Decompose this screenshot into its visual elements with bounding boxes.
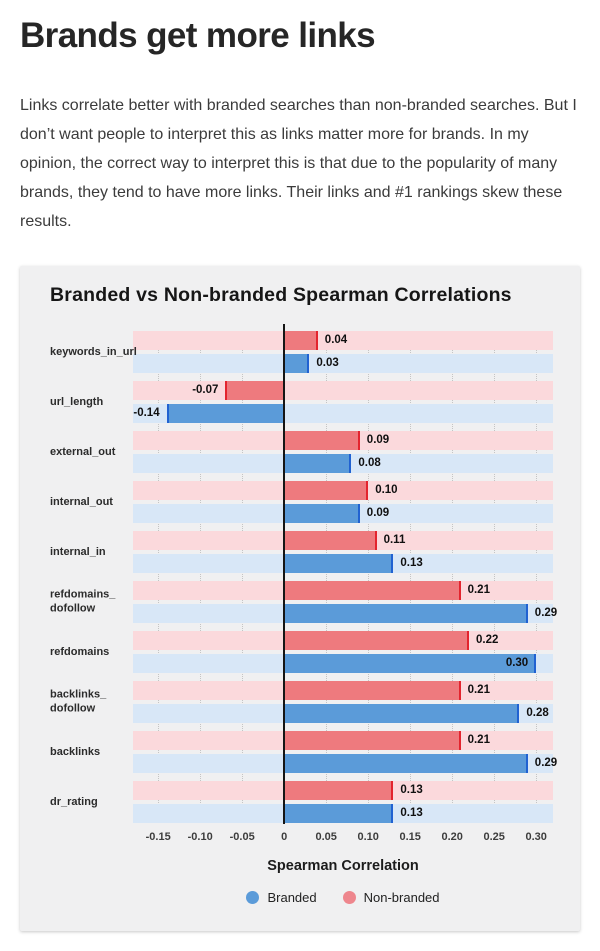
bar-branded: [284, 554, 394, 573]
bar-non-branded: [284, 581, 461, 600]
value-label: 0.30: [505, 657, 529, 669]
article: Brands get more links Links correlate be…: [0, 16, 600, 951]
value-label: 0.13: [400, 807, 423, 819]
gridline: [199, 331, 201, 823]
x-axis-ticks: -0.15 -0.10 -0.05 0 0.05 0.10 0.15 0.20 0.25 0.30: [133, 831, 553, 853]
category-label: keywords_in_url: [50, 345, 137, 358]
bar-branded: [284, 654, 537, 673]
bar-branded: [284, 704, 520, 723]
value-label: 0.13: [400, 784, 423, 796]
x-axis-title: Spearman Correlation: [267, 858, 419, 874]
gridline: [241, 331, 243, 823]
bar-branded: [284, 604, 528, 623]
gridline: [157, 331, 159, 823]
legend-marker-branded: [246, 891, 260, 904]
band-non-branded: [133, 331, 553, 350]
value-label: 0.11: [383, 534, 406, 546]
legend-marker-non-branded: [342, 891, 356, 904]
category-label: backlinks: [50, 745, 101, 758]
value-label: 0.04: [324, 334, 348, 346]
bar-non-branded: [284, 431, 360, 450]
x-tick-label: 0.20: [441, 831, 463, 843]
bar-non-branded: [284, 531, 377, 550]
category-label: internal_out: [50, 495, 113, 508]
bar-branded: [284, 454, 352, 473]
value-label: -0.14: [133, 407, 160, 419]
legend-label: Branded: [267, 890, 317, 905]
bar-non-branded: [284, 631, 469, 650]
bar-chart: 0.04 0.03 keywords_in_url -0.07 -0.14 url_len…: [50, 324, 557, 905]
plot-area: 0.04 0.03 keywords_in_url -0.07 -0.14 url_len…: [50, 324, 557, 824]
gridline: [451, 331, 453, 823]
value-label: 0.21: [467, 684, 490, 696]
value-label: -0.07: [192, 384, 219, 396]
x-tick-label: 0: [281, 831, 288, 843]
bar-branded: [284, 504, 360, 523]
value-label: 0.22: [476, 634, 499, 646]
gridline: [535, 331, 537, 823]
category-label: external_out: [50, 445, 116, 458]
value-label: 0.21: [467, 584, 490, 596]
value-label: 0.10: [375, 484, 398, 496]
value-label: 0.09: [366, 507, 390, 519]
value-label: 0.29: [534, 757, 558, 769]
value-label: 0.21: [467, 734, 490, 746]
category-label: dr_rating: [50, 795, 98, 808]
category-label: backlinks_ dofollow: [50, 688, 107, 715]
x-tick-label: -0.15: [145, 831, 171, 843]
x-tick-label: 0.05: [315, 831, 337, 843]
intro-paragraph: Links correlate better with branded sear…: [20, 97, 577, 230]
legend-label: Non-branded: [363, 890, 440, 905]
value-label: 0.13: [400, 557, 423, 569]
bar-branded: [284, 804, 394, 823]
x-tick-label: -0.10: [187, 831, 213, 843]
gridline: [325, 331, 327, 823]
bar-branded: [284, 754, 528, 773]
gridline: [367, 331, 369, 823]
category-label: refdomains_ dofollow: [50, 588, 116, 615]
bar-non-branded: [284, 331, 318, 350]
category-label: internal_in: [50, 545, 106, 558]
gridline: [409, 331, 411, 823]
bar-non-branded: [284, 481, 369, 500]
bar-non-branded: [225, 381, 285, 400]
chart-card: Branded vs Non-branded Spearman Correlat…: [20, 266, 580, 931]
value-label: 0.09: [366, 434, 390, 446]
legend-item-non-branded: Non-branded: [342, 890, 440, 905]
value-label: 0.28: [526, 707, 549, 719]
legend: Branded Non-branded: [133, 890, 553, 905]
x-tick-label: 0.15: [399, 831, 421, 843]
bar-non-branded: [284, 681, 461, 700]
x-tick-label: 0.10: [357, 831, 379, 843]
x-tick-label: 0.30: [525, 831, 547, 843]
bar-branded: [284, 354, 310, 373]
chart-title: Branded vs Non-branded Spearman Correlat…: [50, 284, 512, 306]
x-tick-label: 0.25: [483, 831, 505, 843]
legend-item-branded: Branded: [246, 890, 317, 905]
category-label: url_length: [50, 395, 104, 408]
value-label: 0.03: [316, 357, 339, 369]
bar-non-branded: [284, 731, 461, 750]
x-tick-label: -0.05: [229, 831, 255, 843]
bar-branded: [166, 404, 285, 423]
category-label: refdomains: [50, 645, 110, 658]
page-title: Brands get more links: [20, 16, 376, 55]
zero-axis-line: [282, 324, 286, 824]
band-branded: [133, 354, 553, 373]
value-label: 0.08: [358, 457, 381, 469]
value-label: 0.29: [534, 607, 558, 619]
bar-non-branded: [284, 781, 394, 800]
gridline: [493, 331, 495, 823]
